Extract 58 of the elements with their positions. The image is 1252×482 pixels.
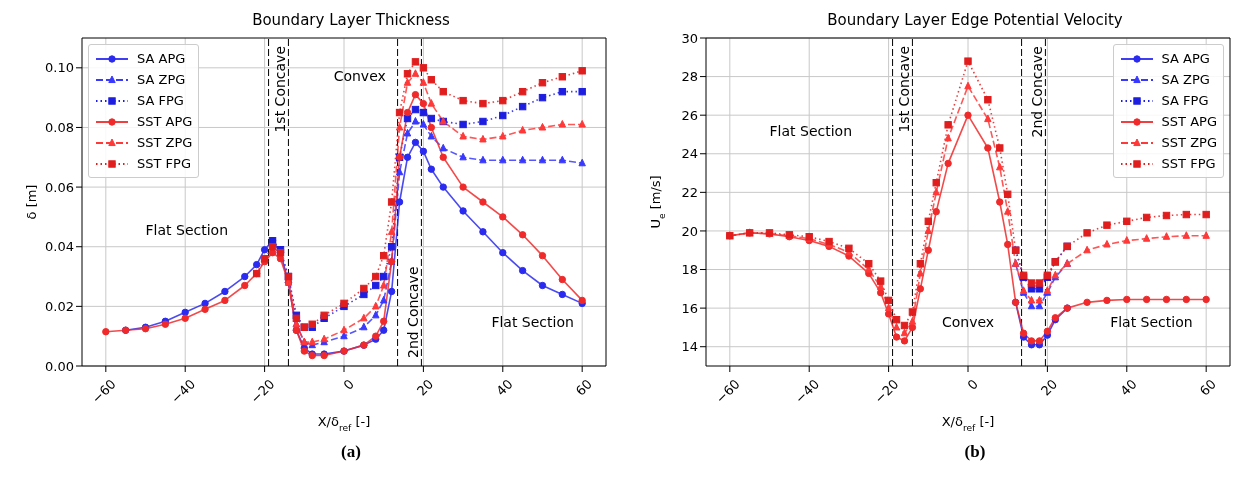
x-tick-label: 40 bbox=[1117, 376, 1140, 399]
y-tick-label: 0.08 bbox=[45, 120, 74, 136]
x-tick-label: 60 bbox=[572, 376, 596, 399]
chart-title: Boundary Layer Thickness bbox=[251, 10, 451, 31]
ref-line-label: 2nd Concave bbox=[405, 266, 422, 358]
ref-line-label: 1st Concave bbox=[272, 46, 289, 133]
legend-label: SST FPG bbox=[137, 156, 191, 171]
y-tick-label: 22 bbox=[681, 184, 698, 200]
x-tick-label: −20 bbox=[247, 376, 278, 407]
ref-line-label: 2nd Concave bbox=[1029, 46, 1046, 138]
y-tick-label: 20 bbox=[681, 223, 698, 239]
y-tick-label: 30 bbox=[681, 30, 698, 46]
chart-title: Boundary Layer Edge Potential Velocity bbox=[826, 10, 1124, 31]
legend-label: SA FPG bbox=[1161, 93, 1209, 108]
x-tick-label: −40 bbox=[792, 376, 823, 407]
x-tick-label: −40 bbox=[168, 376, 199, 407]
legend-label: SST APG bbox=[137, 114, 193, 129]
y-tick-label: 0.00 bbox=[45, 358, 74, 374]
x-axis-title: X/δ$_{ref}$ [-] bbox=[317, 414, 371, 433]
legend-label: SA APG bbox=[1161, 51, 1210, 66]
ref-line-label: 1st Concave bbox=[896, 46, 913, 133]
legend-label: SA ZPG bbox=[1161, 72, 1210, 87]
legend-label: SA FPG bbox=[137, 93, 184, 108]
legend-label: SST ZPG bbox=[137, 135, 193, 150]
x-tick-label: 20 bbox=[1037, 376, 1061, 399]
legend-label: SST APG bbox=[1161, 114, 1217, 129]
text: (a) bbox=[340, 442, 362, 462]
y-tick-label: 0.04 bbox=[45, 239, 74, 255]
x-tick-label: 40 bbox=[493, 376, 516, 399]
legend-label: SST ZPG bbox=[1161, 135, 1217, 150]
annotation: Flat Section bbox=[491, 313, 574, 330]
y-tick-label: 24 bbox=[681, 146, 698, 162]
x-tick-label: 0 bbox=[340, 376, 357, 393]
x-axis-title: X/δ$_{ref}$ [-] bbox=[941, 414, 995, 433]
y-tick-label: 16 bbox=[681, 300, 698, 316]
legend-label: SST FPG bbox=[1161, 156, 1216, 171]
y-tick-label: 18 bbox=[681, 262, 698, 278]
annotation: Flat Section bbox=[1110, 313, 1193, 330]
y-tick-label: 0.06 bbox=[45, 179, 74, 195]
legend-label: SA ZPG bbox=[137, 72, 186, 87]
annotation: Flat Section bbox=[769, 123, 853, 140]
x-tick-label: −60 bbox=[88, 376, 119, 407]
text: (b) bbox=[963, 442, 987, 462]
legend-label: SA APG bbox=[137, 51, 186, 66]
x-tick-label: −20 bbox=[871, 376, 902, 407]
annotation: Convex bbox=[333, 67, 386, 84]
x-tick-label: −60 bbox=[712, 376, 743, 407]
y-tick-label: 26 bbox=[681, 107, 698, 123]
annotation: Convex bbox=[941, 313, 995, 330]
y-tick-label: 0.10 bbox=[45, 60, 74, 76]
y-tick-label: 28 bbox=[681, 69, 698, 85]
y-tick-label: 14 bbox=[681, 339, 698, 355]
x-tick-label: 20 bbox=[413, 376, 437, 399]
x-tick-label: 60 bbox=[1196, 376, 1220, 399]
y-axis-title: δ [m] bbox=[24, 184, 39, 220]
annotation: Flat Section bbox=[145, 221, 229, 238]
y-tick-label: 0.02 bbox=[45, 298, 74, 314]
x-tick-label: 0 bbox=[964, 376, 981, 393]
